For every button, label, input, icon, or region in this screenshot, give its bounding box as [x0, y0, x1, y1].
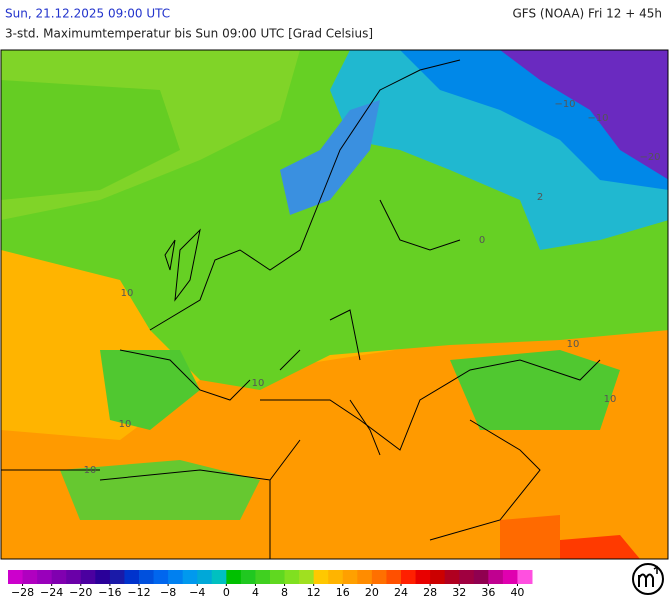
legend-tick-label: 28 [423, 586, 437, 599]
model-title: GFS (NOAA) Fri 12 + 45h [512, 7, 662, 21]
legend-swatch [299, 570, 315, 584]
legend-tick-label: 36 [481, 586, 495, 599]
legend-swatch [415, 570, 431, 584]
legend-swatch [109, 570, 125, 584]
legend-tick-label: −16 [98, 586, 121, 599]
legend-swatch [502, 570, 518, 584]
legend-tick-label: −8 [160, 586, 176, 599]
contour-label: −10 [587, 113, 608, 124]
legend-swatch [153, 570, 169, 584]
legend-swatch [168, 570, 184, 584]
legend: −28 −24 −20 −16 −12 −8 −4 0 4 8 12 16 20 24 28 32 36 40 [8, 570, 533, 599]
contour-label: 10 [252, 378, 265, 389]
legend-tick-label: 24 [394, 586, 408, 599]
legend-swatch [473, 570, 489, 584]
logo [632, 563, 664, 595]
legend-swatch [284, 570, 300, 584]
contour-label: 10 [567, 339, 580, 350]
legend-swatch [430, 570, 446, 584]
legend-swatch [328, 570, 344, 584]
legend-tick-label: 16 [336, 586, 350, 599]
contour-label: 10 [119, 419, 132, 430]
legend-swatch [401, 570, 417, 584]
contour-label: −20 [639, 152, 660, 163]
legend-swatch [95, 570, 111, 584]
legend-swatch [313, 570, 329, 584]
contour-label: 0 [479, 235, 485, 246]
legend-swatch [240, 570, 256, 584]
legend-swatch [371, 570, 387, 584]
contour-label: −10 [554, 99, 575, 110]
legend-tick-label: −12 [127, 586, 150, 599]
legend-swatch [8, 570, 24, 584]
contour-label: 10 [604, 394, 617, 405]
legend-swatch [357, 570, 373, 584]
legend-tick-label: 40 [510, 586, 524, 599]
legend-swatch [124, 570, 140, 584]
legend-swatch [459, 570, 475, 584]
contour-label: 10 [121, 288, 134, 299]
contour-label: 10 [84, 465, 97, 476]
date-title: Sun, 21.12.2025 09:00 UTC [5, 7, 170, 21]
legend-swatch [37, 570, 53, 584]
legend-swatch [342, 570, 358, 584]
contour-label: 2 [537, 192, 543, 203]
legend-swatch [182, 570, 198, 584]
legend-swatch [211, 570, 227, 584]
legend-tick-label: 8 [281, 586, 288, 599]
legend-tick-label: −20 [69, 586, 92, 599]
legend-swatch [488, 570, 504, 584]
legend-swatch [80, 570, 96, 584]
legend-tick-label: 12 [307, 586, 321, 599]
legend-swatch [22, 570, 38, 584]
legend-swatch [270, 570, 286, 584]
legend-tick-label: 4 [252, 586, 259, 599]
legend-swatch [51, 570, 67, 584]
legend-tick-label: 0 [223, 586, 230, 599]
legend-tick-label: −4 [189, 586, 205, 599]
legend-tick-label: 20 [365, 586, 379, 599]
map: 10 10 10 10 10 −10 −20 2 0 −10 10 [0, 49, 669, 560]
legend-swatch [386, 570, 402, 584]
legend-swatch [444, 570, 460, 584]
legend-swatch [197, 570, 213, 584]
legend-swatch [66, 570, 82, 584]
legend-swatch [139, 570, 155, 584]
legend-tick-label: −24 [40, 586, 63, 599]
subtitle: 3-std. Maximumtemperatur bis Sun 09:00 U… [5, 27, 373, 41]
legend-swatch [226, 570, 242, 584]
legend-tick-label: −28 [11, 586, 34, 599]
map-frame [0, 49, 669, 560]
legend-swatch [517, 570, 533, 584]
legend-tick-label: 32 [452, 586, 466, 599]
legend-swatch [255, 570, 271, 584]
